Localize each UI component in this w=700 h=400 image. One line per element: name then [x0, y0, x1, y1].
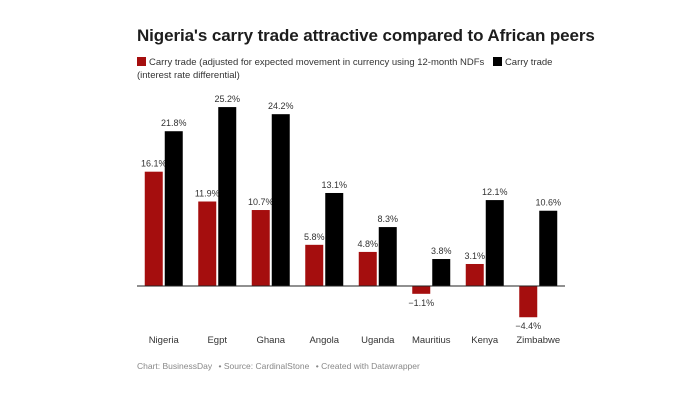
data-label-adjusted-nigeria: 16.1% — [141, 159, 167, 169]
data-label-adjusted-kenya: 3.1% — [464, 251, 485, 261]
bar-differential-angola — [325, 192, 344, 286]
legend-item-differential: Carry trade (interest rate differential) — [137, 57, 552, 81]
footer-source: • Source: CardinalStone — [218, 361, 310, 371]
category-label-mauritius: Mauritius — [412, 335, 451, 346]
footer-created: • Created with Datawrapper — [315, 361, 420, 371]
bar-differential-uganda — [378, 227, 397, 286]
bar-adjusted-angola — [305, 244, 324, 286]
data-label-adjusted-mauritius: −1.1% — [408, 298, 434, 308]
category-label-nigeria: Nigeria — [149, 335, 180, 346]
data-label-differential-zimbabwe: 10.6% — [535, 198, 561, 208]
legend-item-adjusted: Carry trade (adjusted for expected movem… — [137, 57, 484, 68]
bar-adjusted-kenya — [465, 263, 484, 286]
data-label-adjusted-egpt: 11.9% — [195, 189, 220, 199]
bar-adjusted-ghana — [251, 210, 270, 286]
chart-footer: Chart: BusinessDay • Source: CardinalSto… — [137, 361, 424, 371]
bar-differential-nigeria — [164, 131, 183, 286]
category-label-egpt: Egpt — [207, 335, 227, 346]
chart-title: Nigeria's carry trade attractive compare… — [137, 26, 595, 45]
legend-swatch-differential — [492, 57, 502, 66]
legend: Carry trade (adjusted for expected movem… — [137, 56, 567, 82]
bar-adjusted-egpt — [198, 201, 217, 286]
data-label-differential-angola: 13.1% — [321, 180, 347, 190]
legend-label-differential: Carry trade (interest rate differential) — [137, 57, 553, 81]
bar-adjusted-zimbabwe — [519, 286, 538, 318]
category-label-angola: Angola — [309, 335, 339, 346]
legend-swatch-adjusted — [137, 57, 146, 66]
data-label-differential-mauritius: 3.8% — [431, 246, 452, 256]
category-label-ghana: Ghana — [256, 335, 285, 346]
data-label-adjusted-uganda: 4.8% — [357, 239, 378, 249]
bar-differential-ghana — [271, 114, 290, 287]
data-label-adjusted-angola: 5.8% — [304, 232, 325, 242]
data-label-adjusted-ghana: 10.7% — [248, 197, 274, 207]
category-label-uganda: Uganda — [361, 335, 395, 346]
legend-label-adjusted: Carry trade (adjusted for expected movem… — [149, 57, 485, 68]
data-label-differential-egpt: 25.2% — [214, 94, 240, 104]
footer-chart-credit: Chart: BusinessDay — [137, 361, 213, 371]
bar-differential-kenya — [485, 200, 504, 286]
bar-adjusted-uganda — [358, 251, 377, 286]
bar-differential-mauritius — [432, 259, 451, 286]
data-label-differential-nigeria: 21.8% — [161, 118, 187, 128]
data-label-differential-ghana: 24.2% — [268, 101, 294, 111]
category-label-kenya: Kenya — [471, 335, 499, 346]
bar-differential-egpt — [218, 107, 237, 286]
bar-adjusted-mauritius — [412, 286, 431, 294]
data-label-adjusted-zimbabwe: −4.4% — [515, 321, 541, 331]
bar-differential-zimbabwe — [539, 210, 558, 286]
bar-adjusted-nigeria — [144, 171, 163, 286]
data-label-differential-kenya: 12.1% — [482, 187, 508, 197]
data-label-differential-uganda: 8.3% — [377, 214, 398, 224]
category-label-zimbabwe: Zimbabwe — [516, 335, 560, 346]
